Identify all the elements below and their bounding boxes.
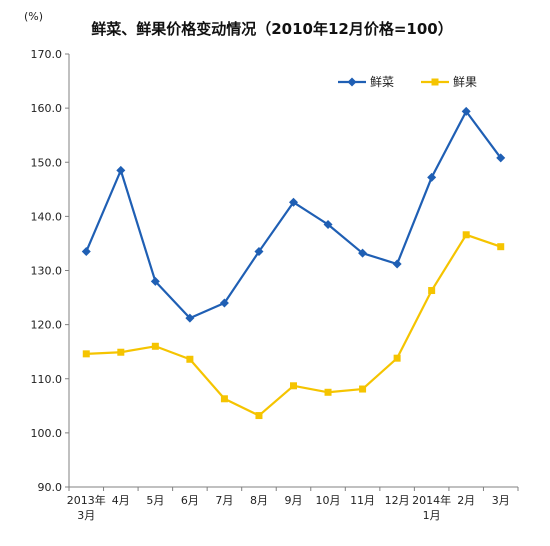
x-tick-label: 1月 — [423, 509, 441, 522]
data-point — [323, 219, 333, 229]
legend-marker — [347, 77, 357, 87]
x-tick-label: 12月 — [385, 494, 410, 507]
data-point — [219, 298, 229, 308]
data-point — [151, 342, 159, 350]
data-point — [428, 287, 436, 295]
data-point — [254, 247, 264, 257]
x-axis-ticks: 2013年 3月 4月 5月 6月 7月 8月 9月 10月 11月 12月 2014年 1月 2月 3月 — [67, 487, 519, 522]
x-tick-label: 2月 — [457, 494, 475, 507]
y-axis-ticks: 90.0 100.0 110.0 120.0 130.0 140.0 150.0 160.0 1… — [31, 48, 69, 494]
x-tick-label: 5月 — [146, 494, 164, 507]
axes — [68, 54, 518, 488]
legend-label: 鲜菜 — [370, 75, 394, 89]
data-point — [461, 106, 471, 116]
x-tick-label: 10月 — [316, 494, 341, 507]
data-point — [392, 259, 402, 269]
x-tick-label: 8月 — [250, 494, 268, 507]
series-line — [85, 110, 502, 320]
data-point — [496, 153, 506, 163]
y-tick-label: 160.0 — [31, 102, 63, 115]
data-point — [289, 197, 298, 207]
x-tick-label: 3月 — [77, 509, 95, 522]
chart-title: 鲜菜、鲜果价格变动情况（2010年12月价格=100） — [91, 20, 453, 38]
series-layer — [81, 106, 506, 420]
series-2 — [82, 231, 505, 420]
legend-item: 鲜果 — [421, 75, 477, 89]
y-tick-label: 140.0 — [31, 210, 63, 223]
data-point — [462, 231, 470, 239]
data-point — [150, 276, 160, 286]
legend-label: 鲜果 — [453, 75, 477, 89]
data-point — [81, 247, 91, 257]
x-tick-label: 4月 — [112, 494, 130, 507]
y-tick-label: 110.0 — [31, 373, 63, 386]
data-point — [290, 382, 297, 390]
data-point — [497, 243, 505, 251]
data-point — [186, 355, 194, 363]
data-point — [82, 350, 90, 358]
y-tick-label: 120.0 — [31, 319, 63, 332]
data-point — [324, 388, 332, 396]
y-tick-label: 150.0 — [31, 156, 63, 169]
y-unit-label: (%) — [24, 10, 43, 23]
data-point — [393, 354, 401, 362]
x-tick-label: 2014年 — [412, 493, 451, 507]
x-tick-label: 7月 — [215, 494, 233, 507]
y-tick-label: 100.0 — [31, 427, 63, 440]
x-tick-label: 3月 — [492, 494, 510, 507]
legend-item: 鲜菜 — [338, 75, 394, 89]
data-point — [358, 248, 368, 258]
data-point — [116, 165, 126, 175]
x-tick-label: 6月 — [181, 494, 199, 507]
x-tick-label: 2013年 — [67, 493, 106, 507]
data-point — [359, 385, 367, 393]
x-tick-label: 9月 — [285, 494, 303, 507]
data-point — [220, 395, 228, 403]
legend-marker — [431, 78, 439, 86]
series-1 — [81, 106, 506, 323]
y-tick-label: 90.0 — [38, 481, 63, 494]
data-point — [185, 313, 195, 323]
legend: 鲜菜 鲜果 — [338, 75, 477, 89]
y-tick-label: 170.0 — [31, 48, 63, 61]
data-point — [255, 412, 263, 420]
data-point — [117, 348, 125, 356]
data-point — [427, 172, 437, 182]
y-tick-label: 130.0 — [31, 265, 63, 278]
x-tick-label: 11月 — [350, 494, 375, 507]
